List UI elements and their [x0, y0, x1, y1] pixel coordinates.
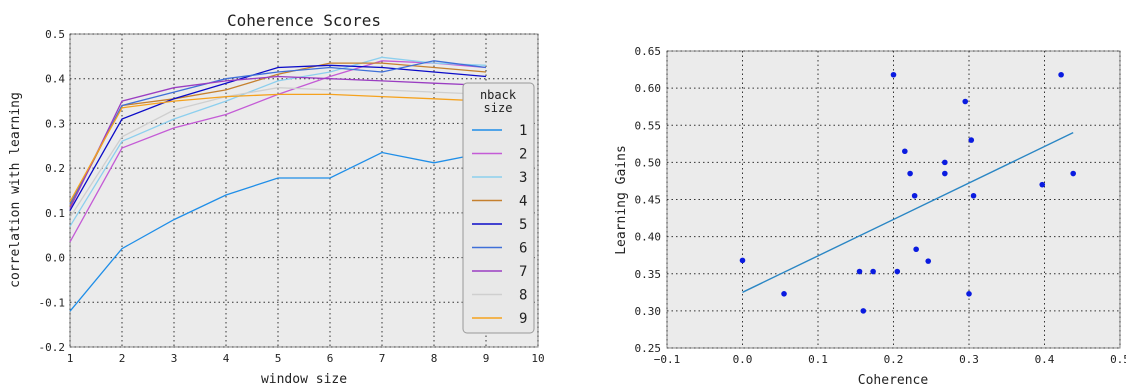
- scatter-point: [970, 192, 977, 199]
- scatter-point: [962, 98, 969, 105]
- legend-label-6: 6: [519, 241, 527, 257]
- right-x-tick-label: 0.1: [808, 353, 828, 366]
- left-y-tick-label: 0.0: [45, 252, 65, 265]
- scatter-points: [739, 71, 1076, 314]
- scatter-point: [968, 137, 975, 143]
- left-chart-title: Coherence Scores: [227, 11, 381, 30]
- scatter-point: [966, 290, 972, 297]
- left-x-tick-label: 2: [119, 352, 126, 365]
- right-y-tick-labels: 0.25 0.30 0.35 0.40 0.45 0.50 0.55 0.60 0.65: [635, 45, 662, 355]
- scatter-point: [894, 268, 901, 275]
- legend-label-9: 9: [519, 311, 527, 327]
- left-x-tick-label: 8: [431, 352, 438, 365]
- right-x-tick-label: 0.0: [733, 353, 753, 366]
- right-x-tick-labels: −0.1 0.0 0.1 0.2 0.3 0.4 0.5: [654, 353, 1126, 366]
- legend-label-4: 4: [519, 194, 527, 210]
- left-x-tick-label: 6: [327, 352, 334, 365]
- left-y-tick-label: -0.2: [39, 341, 66, 354]
- scatter-point: [1070, 170, 1076, 177]
- right-x-tick-label: 0.5: [1110, 353, 1126, 366]
- left-y-tick-label: 0.3: [45, 117, 65, 130]
- legend-label-8: 8: [519, 288, 527, 304]
- series-line-9: [69, 93, 487, 203]
- scatter-point: [942, 159, 948, 166]
- right-x-tick-label: 0.2: [884, 353, 904, 366]
- right-x-tick-label: −0.1: [654, 353, 681, 366]
- right-y-tick-label: 0.65: [635, 45, 662, 58]
- legend-label-2: 2: [519, 147, 527, 163]
- left-y-tick-label: 0.4: [45, 73, 65, 86]
- left-x-axis-label: window size: [261, 372, 347, 387]
- left-x-tick-label: 5: [275, 352, 282, 365]
- scatter-point: [913, 246, 919, 253]
- right-y-tick-label: 0.50: [635, 156, 662, 169]
- fit-line-group: [742, 132, 1074, 293]
- legend-label-3: 3: [519, 170, 527, 186]
- series-line-7: [69, 75, 487, 209]
- series-line-8: [69, 87, 487, 218]
- regression-line: [742, 132, 1074, 293]
- legend: nback size 1 2 3 4 5 6 7 8 9: [462, 82, 535, 334]
- legend-label-5: 5: [519, 217, 527, 233]
- scatter-point: [907, 170, 913, 177]
- coherence-scores-chart: 1 2 3 4 5 6 7 8 9 10 -0.2 -0.1 0.0 0.1 0.2 0.3 0.4 0.5 C…: [8, 11, 545, 387]
- legend-title-line-1: nback: [480, 88, 517, 102]
- right-x-tick-label: 0.4: [1035, 353, 1055, 366]
- right-y-tick-label: 0.35: [635, 268, 662, 281]
- right-y-tick-label: 0.30: [635, 305, 662, 318]
- scatter-point: [1058, 71, 1064, 78]
- scatter-point: [890, 71, 897, 78]
- left-y-tick-label: 0.2: [45, 162, 65, 175]
- right-x-tick-label: 0.3: [959, 353, 979, 366]
- left-series-lines: [69, 56, 487, 312]
- scatter-point: [739, 257, 746, 264]
- right-y-tick-label: 0.60: [635, 82, 662, 95]
- legend-items: 1 2 3 4 5 6 7 8 9: [472, 123, 527, 327]
- series-line-1: [69, 151, 487, 312]
- left-y-tick-labels: -0.2 -0.1 0.0 0.1 0.2 0.3 0.4 0.5: [39, 28, 66, 354]
- right-y-tick-label: 0.40: [635, 231, 662, 244]
- scatter-point: [781, 290, 787, 297]
- legend-label-7: 7: [519, 264, 527, 280]
- scatter-point: [860, 308, 867, 314]
- left-x-tick-label: 10: [531, 352, 544, 365]
- series-line-4: [69, 62, 487, 207]
- scatter-point: [902, 148, 908, 155]
- left-x-tick-label: 1: [67, 352, 74, 365]
- scatter-point: [856, 268, 863, 275]
- scatter-point: [1039, 181, 1046, 188]
- scatter-point: [870, 268, 876, 275]
- left-y-tick-label: -0.1: [39, 296, 66, 309]
- left-x-tick-label: 4: [223, 352, 230, 365]
- scatter-point: [925, 258, 932, 264]
- left-x-tick-label: 3: [171, 352, 178, 365]
- left-plot-area: [69, 33, 539, 348]
- right-y-tick-label: 0.55: [635, 119, 662, 132]
- series-line-6: [69, 60, 487, 205]
- scatter-point: [942, 170, 948, 177]
- right-x-axis-label: Coherence: [858, 373, 929, 387]
- left-y-axis-label: correlation with learning: [8, 92, 23, 288]
- series-line-3: [69, 56, 487, 227]
- left-x-tick-label: 9: [483, 352, 490, 365]
- left-x-tick-labels: 1 2 3 4 5 6 7 8 9 10: [67, 352, 545, 365]
- scatter-point: [911, 192, 918, 199]
- series-line-5: [69, 64, 487, 211]
- right-grid: [666, 50, 1121, 349]
- left-y-tick-label: 0.1: [45, 207, 65, 220]
- left-y-tick-label: 0.5: [45, 28, 65, 41]
- left-grid: [69, 33, 539, 348]
- legend-label-1: 1: [519, 123, 527, 139]
- right-y-axis-label: Learning Gains: [614, 145, 629, 255]
- learning-gains-scatter: −0.10.00.10.20.30.40.5 0.250.300.350.400…: [614, 45, 1126, 387]
- right-y-tick-label: 0.25: [635, 342, 662, 355]
- legend-title-line-2: size: [484, 101, 513, 115]
- left-x-tick-label: 7: [379, 352, 386, 365]
- right-y-tick-label: 0.45: [635, 194, 662, 207]
